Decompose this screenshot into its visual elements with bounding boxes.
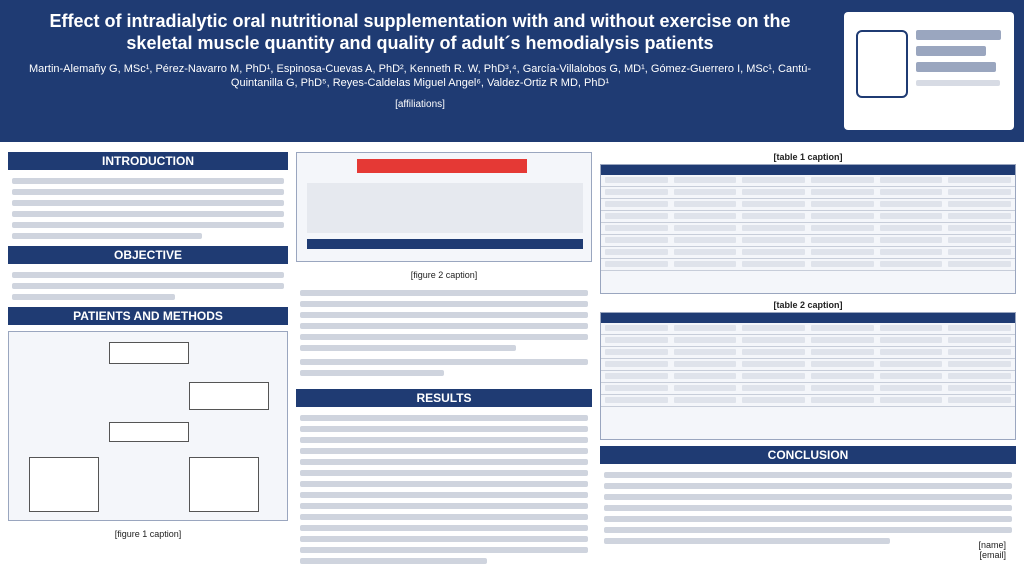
logo-text [916, 30, 1006, 110]
results-text [296, 413, 592, 571]
table1-caption: [table 1 caption] [600, 152, 1016, 162]
left-column: INTRODUCTION OBJECTIVE PATIENTS AND METH… [8, 152, 288, 572]
resistance-training-figure [296, 152, 592, 262]
methods-text [296, 288, 592, 383]
methods-heading: PATIENTS AND METHODS [8, 307, 288, 325]
author-list: Martin-Alemañy G, MSc¹, Pérez-Navarro M,… [16, 62, 824, 90]
hospital-logo [844, 12, 1014, 130]
conclusion-text [600, 470, 1016, 551]
introduction-text [8, 176, 288, 246]
introduction-heading: INTRODUCTION [8, 152, 288, 170]
poster-title: Effect of intradialytic oral nutritional… [16, 10, 824, 54]
table2-caption: [table 2 caption] [600, 300, 1016, 310]
figure1-caption: [figure 1 caption] [12, 529, 284, 539]
right-column: [table 1 caption] [table 2 caption] CONC… [600, 152, 1016, 572]
results-heading: RESULTS [296, 389, 592, 407]
objective-text [8, 270, 288, 307]
figure2-caption: [figure 2 caption] [300, 270, 588, 280]
contact-footer: [name] [email] [806, 540, 1006, 566]
middle-column: [figure 2 caption] RESULTS [296, 152, 592, 572]
consort-diagram [8, 331, 288, 521]
figure2-caption-block: [figure 2 caption] [296, 268, 592, 288]
contact-email: [email] [806, 550, 1006, 560]
logo-mark-icon [856, 30, 908, 98]
figure1-caption-block: [figure 1 caption] [8, 527, 288, 541]
affiliations: [affiliations] [16, 98, 824, 111]
table-1 [600, 164, 1016, 294]
poster-header: Effect of intradialytic oral nutritional… [0, 0, 1024, 142]
objective-heading: OBJECTIVE [8, 246, 288, 264]
conclusion-heading: CONCLUSION [600, 446, 1016, 464]
contact-name: [name] [806, 540, 1006, 550]
table-2 [600, 312, 1016, 440]
